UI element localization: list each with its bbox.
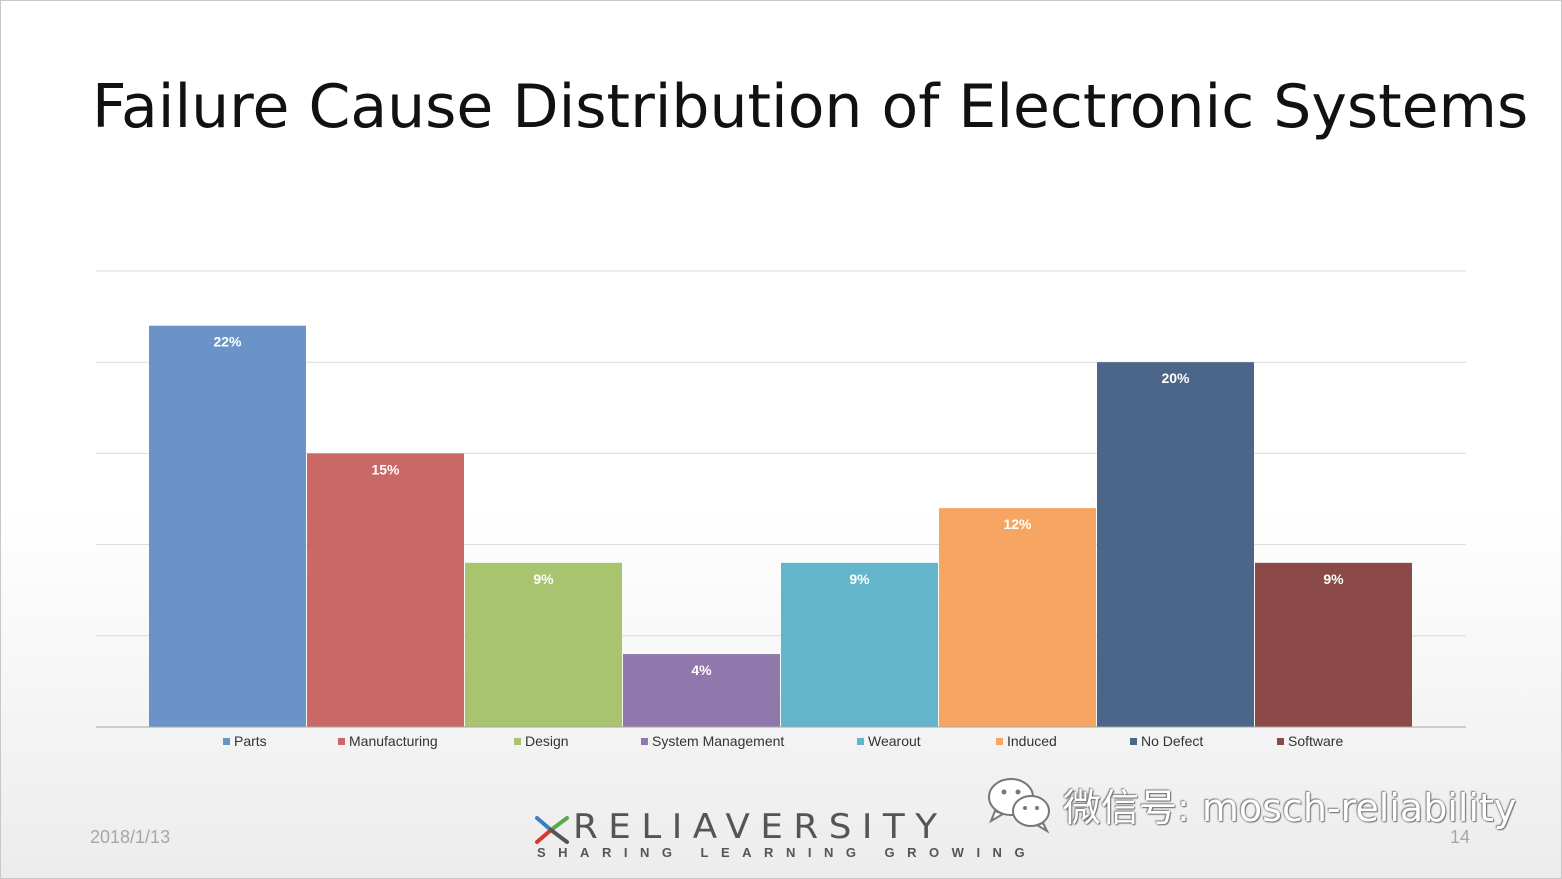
legend-item-software: Software: [1277, 733, 1343, 749]
legend-item-induced: Induced: [996, 733, 1057, 749]
wechat-icon: [988, 778, 1050, 834]
chart-data-labels: 22% 15% 9% 4% 9% 12% 20% 9%: [213, 334, 1344, 678]
bar-chart: 22% 15% 9% 4% 9% 12% 20% 9%: [96, 270, 1466, 728]
legend-swatch: [857, 737, 864, 745]
legend-swatch: [1277, 737, 1284, 745]
bar-data-label: 4%: [691, 662, 712, 678]
bar-data-label: 12%: [1003, 516, 1032, 532]
watermark-text: 微信号: mosch-reliability: [1063, 785, 1517, 830]
legend-swatch: [996, 737, 1003, 745]
legend-swatch: [514, 737, 521, 745]
legend-label: Software: [1288, 733, 1344, 749]
legend-item-manufacturing: Manufacturing: [338, 733, 438, 749]
logo-wordmark: RELIAVERSITY: [573, 807, 948, 847]
bar-induced: [939, 508, 1096, 727]
wechat-watermark: 微信号: mosch-reliability: [985, 772, 1516, 836]
bar-data-label: 9%: [1323, 571, 1344, 587]
bar-wearout: [781, 562, 938, 727]
logo-tagline: SHARING LEARNING GROWING: [537, 845, 1038, 860]
legend-swatch: [1130, 737, 1137, 745]
legend-label: No Defect: [1141, 733, 1204, 749]
bar-parts: [149, 325, 306, 727]
legend-item-wearout: Wearout: [857, 733, 921, 749]
chart-legend: Parts Manufacturing Design System Managemen…: [0, 733, 1562, 753]
slide-title: Failure Cause Distribution of Electronic…: [92, 72, 1529, 142]
reliaversity-logo: RELIAVERSITY SHARING LEARNING GROWING: [533, 807, 1025, 866]
bar-design: [465, 562, 622, 727]
legend-label: Manufacturing: [349, 733, 438, 749]
legend-swatch: [338, 737, 345, 745]
bar-software: [1255, 562, 1412, 727]
bar-data-label: 9%: [849, 571, 870, 587]
legend-item-system-management: System Management: [641, 733, 784, 749]
bar-no-defect: [1097, 362, 1254, 727]
bar-data-label: 9%: [533, 571, 554, 587]
legend-label: Parts: [234, 733, 267, 749]
legend-item-no-defect: No Defect: [1130, 733, 1203, 749]
legend-swatch: [223, 737, 230, 745]
legend-label: System Management: [652, 733, 785, 749]
legend-label: Induced: [1007, 733, 1057, 749]
chart-bars: [149, 325, 1412, 727]
bar-data-label: 20%: [1161, 370, 1190, 386]
legend-label: Wearout: [868, 733, 921, 749]
bar-system-management: [623, 654, 780, 727]
bar-data-label: 15%: [371, 461, 400, 477]
logo-x-mark-icon: [535, 816, 569, 844]
legend-item-parts: Parts: [223, 733, 267, 749]
slide-date: 2018/1/13: [90, 827, 171, 847]
bar-data-label: 22%: [213, 334, 242, 350]
slide-page-number: 14: [1450, 827, 1471, 847]
legend-label: Design: [525, 733, 569, 749]
legend-item-design: Design: [514, 733, 569, 749]
bar-manufacturing: [307, 453, 464, 727]
legend-swatch: [641, 737, 648, 745]
